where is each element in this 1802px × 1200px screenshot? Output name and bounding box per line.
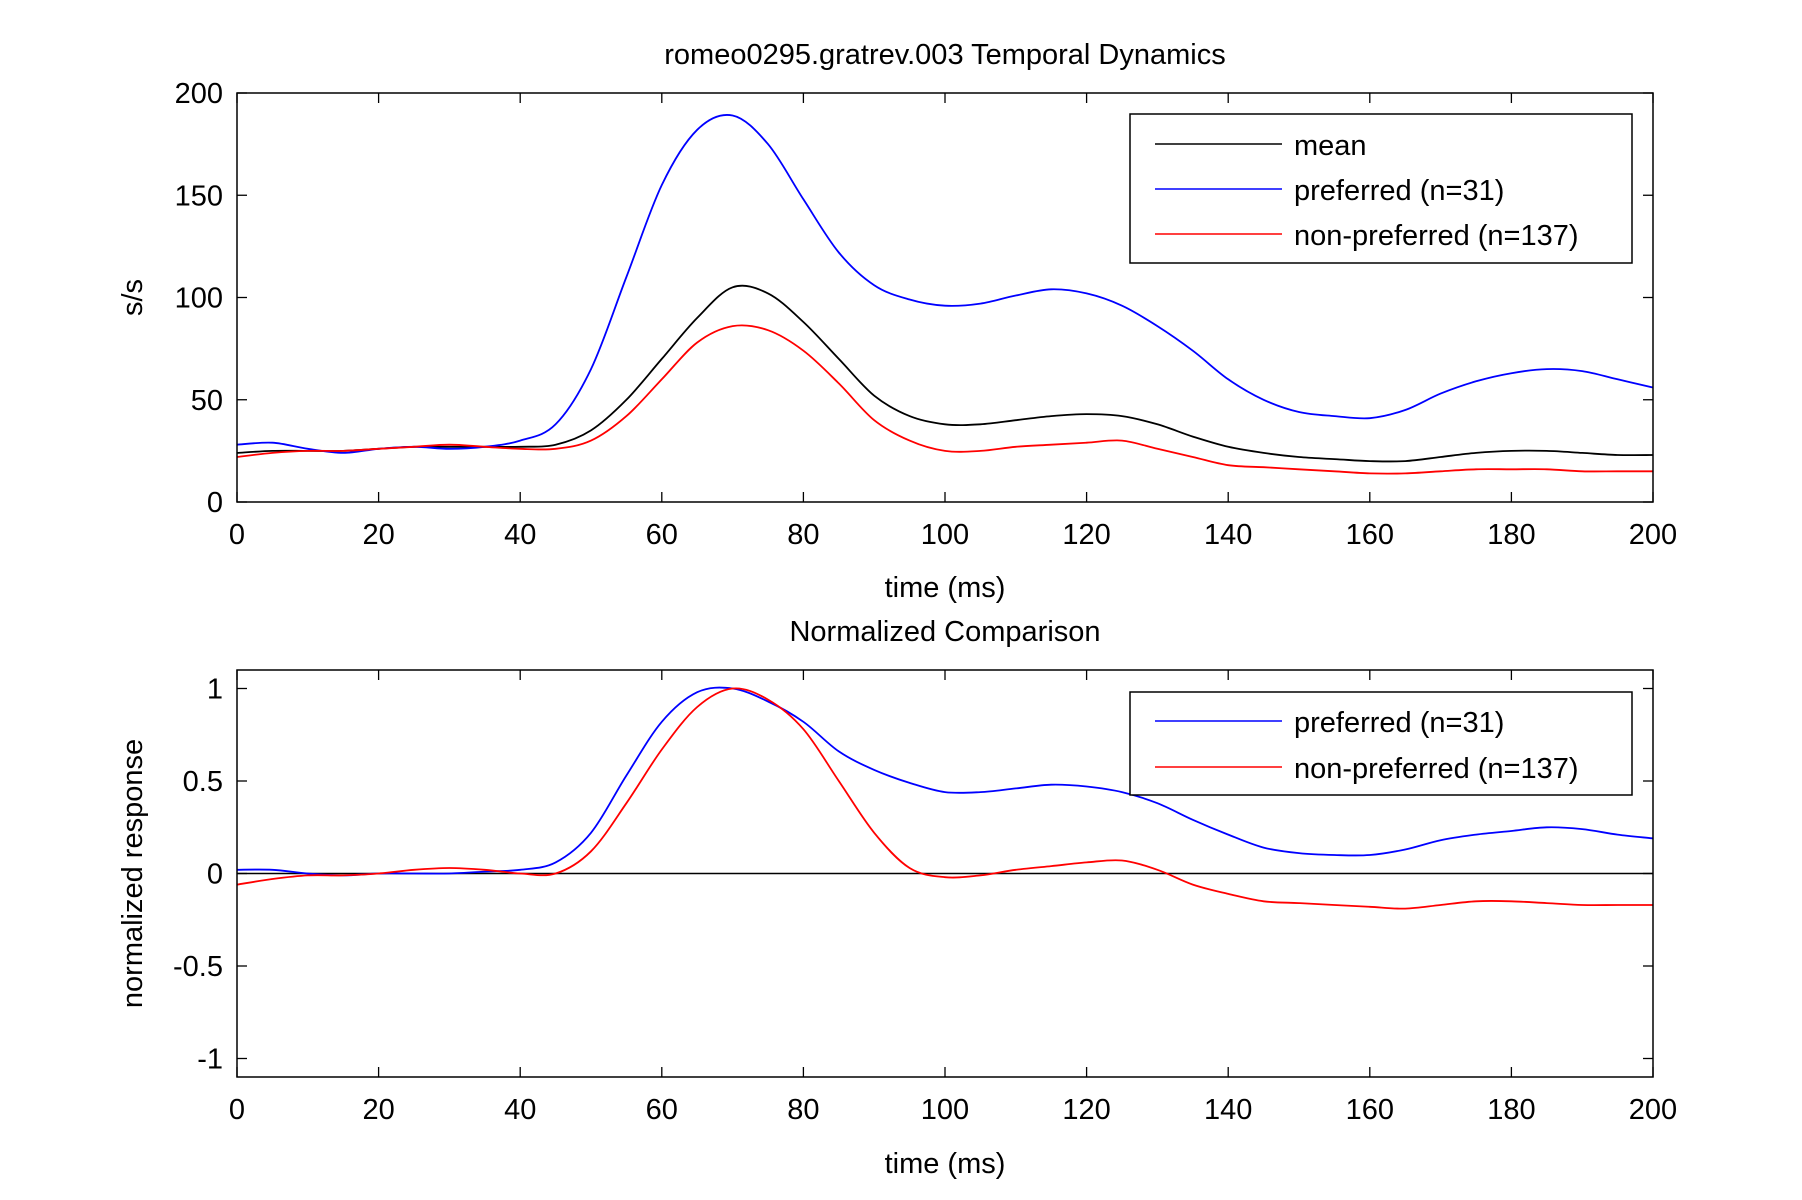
x-tick-label: 180 [1487, 1094, 1535, 1126]
legend: preferred (n=31) non-preferred (n=137) [1129, 691, 1633, 796]
chart-title: romeo0295.gratrev.003 Temporal Dynamics [664, 39, 1225, 71]
series-line-preferred-n-31 [236, 686, 1654, 877]
x-tick-label: 60 [646, 519, 678, 551]
x-tick-label: 100 [921, 519, 969, 551]
axis-ticks: 0 20 40 60 80 100 120 140 160 180 200 -1 -0.5 0 0.5 1 [173, 670, 1677, 1126]
y-tick-label: 200 [175, 78, 223, 110]
x-tick-label: 160 [1346, 1094, 1394, 1126]
y-tick-label: -1 [197, 1044, 223, 1076]
legend-label-non-preferred: non-preferred (n=137) [1294, 220, 1579, 252]
series-line-non-preferred-n-137 [236, 324, 1653, 475]
x-tick-label: 60 [646, 1094, 678, 1126]
legend-box [1129, 691, 1633, 796]
plot-area [236, 114, 1654, 475]
y-tick-label: 0 [207, 859, 223, 891]
x-tick-label: 160 [1346, 519, 1394, 551]
chart-title: Normalized Comparison [789, 616, 1100, 648]
x-tick-label: 200 [1629, 519, 1677, 551]
x-tick-label: 120 [1062, 519, 1110, 551]
x-axis-label: time (ms) [885, 1148, 1006, 1180]
legend-label-preferred: preferred (n=31) [1294, 707, 1504, 739]
x-tick-label: 0 [229, 519, 245, 551]
series-line-non-preferred-n-137 [236, 687, 1653, 910]
x-tick-label: 80 [787, 519, 819, 551]
x-tick-label: 0 [229, 1094, 245, 1126]
y-tick-label: 100 [175, 283, 223, 315]
y-tick-label: 1 [207, 674, 223, 706]
legend: mean preferred (n=31) non-preferred (n=1… [1129, 113, 1633, 264]
y-tick-label: 0.5 [183, 766, 223, 798]
y-axis-label: normalized response [117, 739, 149, 1008]
y-tick-label: -0.5 [173, 951, 223, 983]
x-tick-label: 140 [1204, 1094, 1252, 1126]
legend-label-mean: mean [1294, 130, 1367, 162]
x-tick-label: 100 [921, 1094, 969, 1126]
x-tick-label: 20 [362, 1094, 394, 1126]
x-tick-label: 80 [787, 1094, 819, 1126]
legend-label-preferred: preferred (n=31) [1294, 175, 1504, 207]
y-tick-label: 0 [207, 487, 223, 519]
axis-ticks: 0 20 40 60 80 100 120 140 160 180 200 0 50 100 150 200 [175, 78, 1678, 551]
x-axis-label: time (ms) [885, 572, 1006, 604]
y-axis-label: s/s [117, 279, 149, 316]
normalized-comparison-chart: Normalized Comparison 0 20 40 60 80 100 120 140… [117, 616, 1677, 1180]
x-tick-label: 40 [504, 1094, 536, 1126]
plot-area [236, 686, 1654, 910]
y-tick-label: 50 [191, 385, 223, 417]
x-tick-label: 120 [1062, 1094, 1110, 1126]
x-tick-label: 180 [1487, 519, 1535, 551]
x-tick-label: 200 [1629, 1094, 1677, 1126]
temporal-dynamics-chart: romeo0295.gratrev.003 Temporal Dynamics … [117, 39, 1677, 604]
x-tick-label: 140 [1204, 519, 1252, 551]
y-tick-label: 150 [175, 180, 223, 212]
legend-label-non-preferred: non-preferred (n=137) [1294, 753, 1579, 785]
x-tick-label: 20 [362, 519, 394, 551]
x-tick-label: 40 [504, 519, 536, 551]
